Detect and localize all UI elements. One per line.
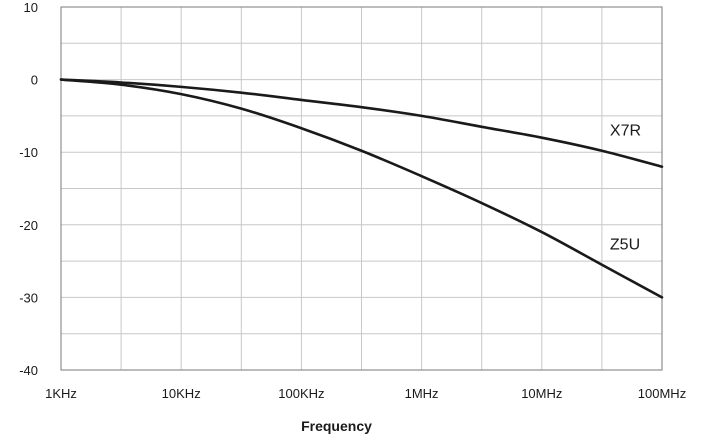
x-axis-title: Frequency xyxy=(301,418,372,434)
x-tick-label: 1KHz xyxy=(45,386,77,401)
y-tick-label: 10 xyxy=(24,0,38,15)
x-tick-labels: 1KHz 10KHz 100KHz 1MHz 10MHz 100MHz xyxy=(45,386,686,401)
series-labels: X7R Z5U xyxy=(610,123,641,254)
series-label-x7r: X7R xyxy=(610,123,641,140)
x-tick-label: 100MHz xyxy=(638,386,686,401)
x-tick-label: 1MHz xyxy=(405,386,439,401)
series-line-z5u xyxy=(59,78,664,299)
y-tick-label: -30 xyxy=(19,290,38,305)
x-tick-label: 100KHz xyxy=(278,386,324,401)
series-label-z5u: Z5U xyxy=(610,237,640,254)
x-tick-label: 10KHz xyxy=(162,386,201,401)
y-tick-label: -40 xyxy=(19,363,38,378)
y-tick-labels: 10 0 -10 -20 -30 -40 xyxy=(19,0,38,378)
series-lines xyxy=(59,78,664,299)
series-line-x7r xyxy=(59,78,664,169)
x-tick-label: 10MHz xyxy=(521,386,562,401)
grid-lines xyxy=(60,6,663,371)
y-tick-label: 0 xyxy=(31,73,38,88)
y-tick-label: -10 xyxy=(19,145,38,160)
plot-frame xyxy=(60,6,663,371)
y-tick-label: -20 xyxy=(19,218,38,233)
